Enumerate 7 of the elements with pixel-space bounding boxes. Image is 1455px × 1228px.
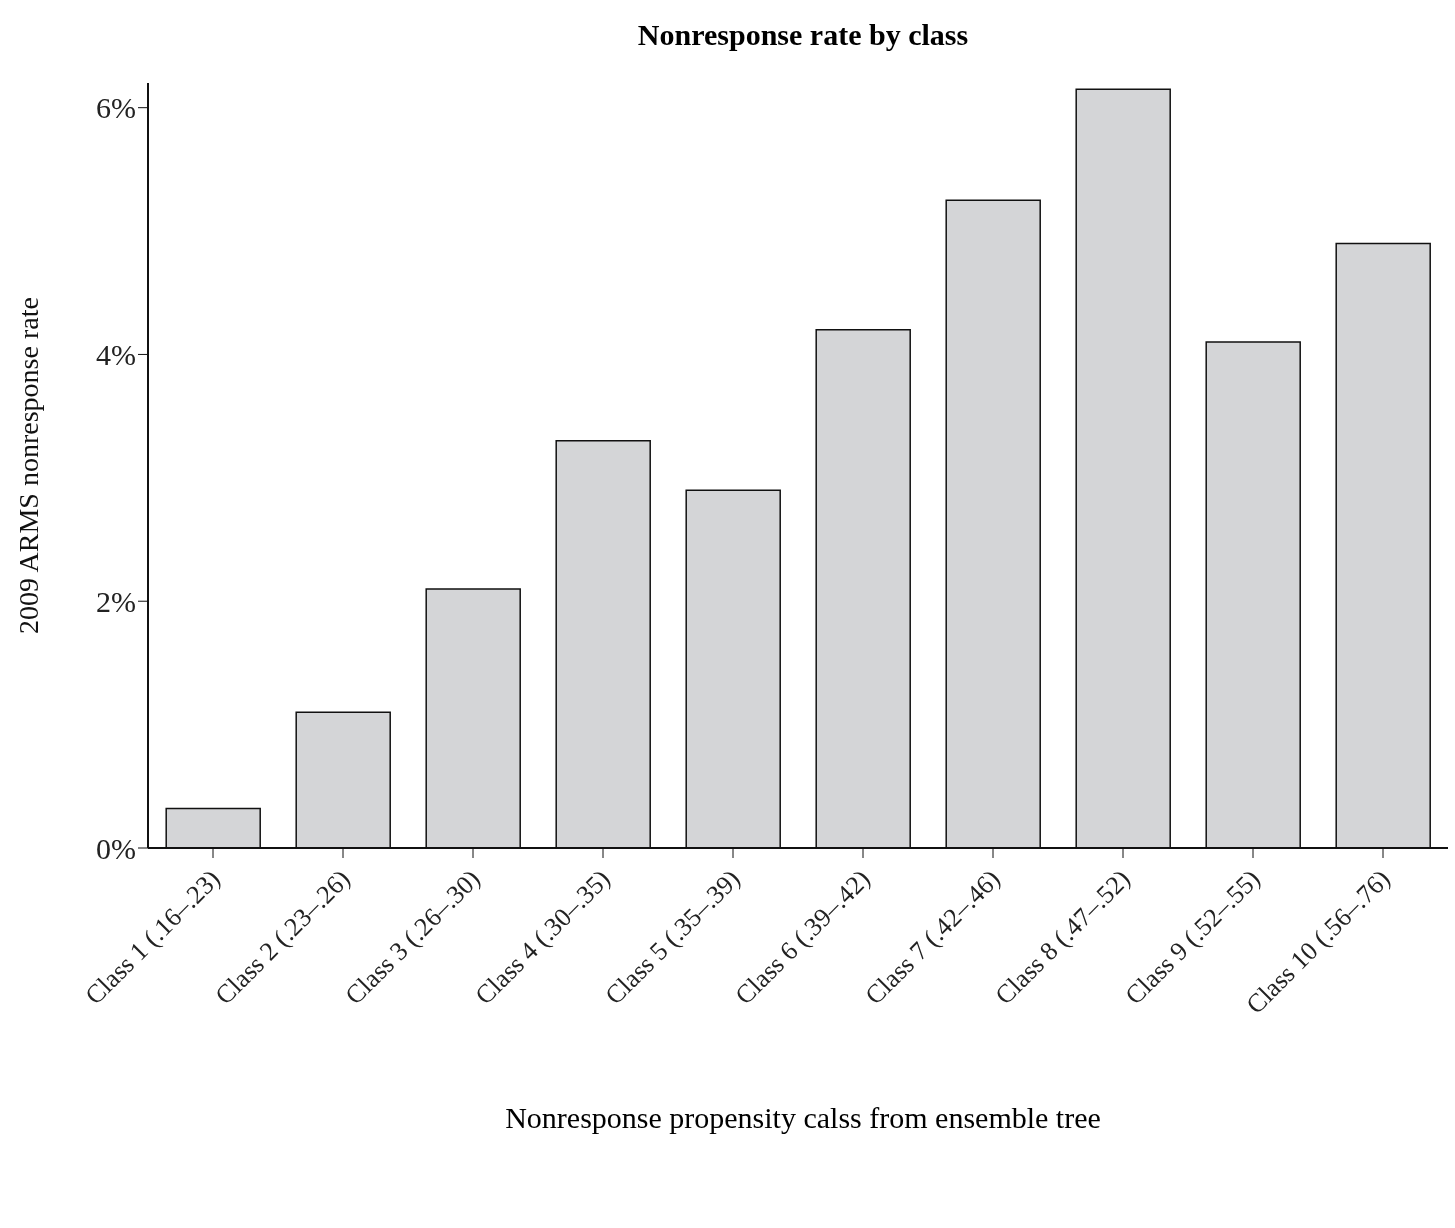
y-tick-label: 4% — [96, 338, 136, 372]
y-axis-title: 2009 ARMS nonresponse rate — [12, 297, 44, 634]
chart-title: Nonresponse rate by class — [636, 17, 970, 53]
y-tick-label: 2% — [96, 584, 136, 618]
y-tick-label: 0% — [96, 831, 136, 865]
x-axis-title: Nonresponse propensity calss from ensemble tree — [504, 1100, 1102, 1136]
y-tick-label: 6% — [96, 91, 136, 125]
